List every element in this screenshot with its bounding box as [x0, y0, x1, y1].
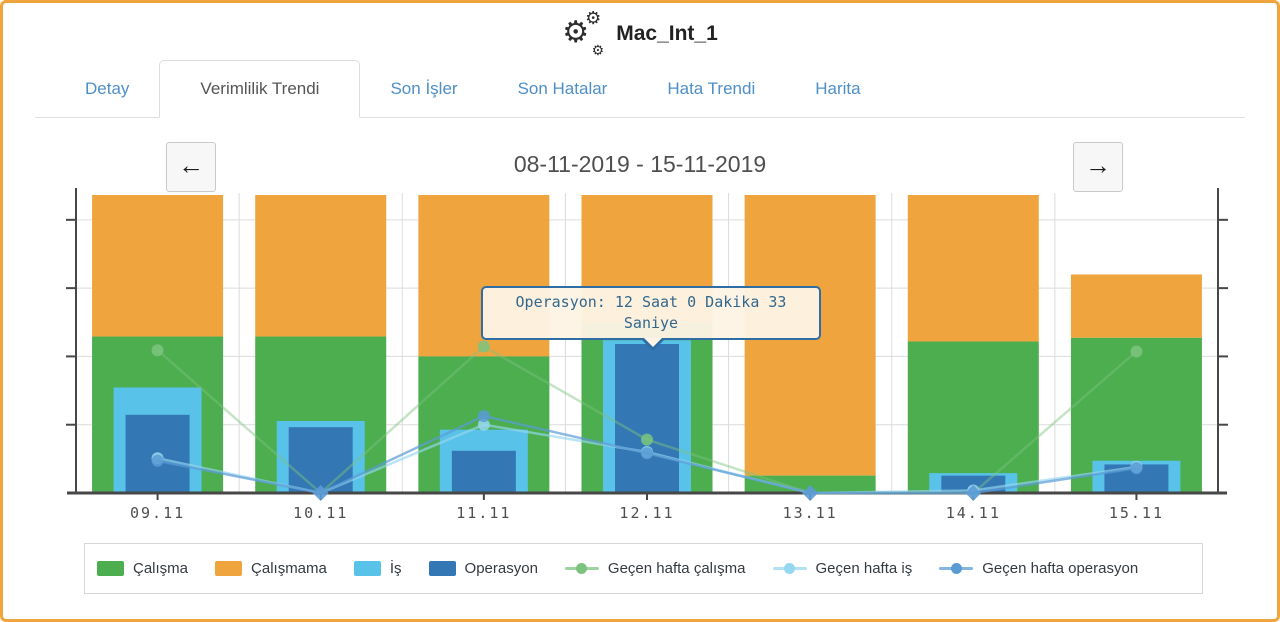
tab-hata-trendi[interactable]: Hata Trendi — [667, 78, 756, 98]
legend-label: İş — [389, 560, 402, 577]
marker-gh_calisma-15.11[interactable] — [1130, 345, 1143, 358]
bar-calisma-13.11[interactable] — [744, 475, 876, 493]
marker-gh_operasyon-15.11[interactable] — [1130, 462, 1143, 475]
marker-gh_is-11.11[interactable] — [477, 418, 490, 431]
marker-gh_calisma-11.11[interactable] — [477, 340, 490, 353]
bar-operasyon-12.11[interactable] — [615, 344, 679, 493]
tab-harita[interactable]: Harita — [815, 78, 861, 98]
gear-small-icon: ⚙ — [585, 8, 602, 28]
tab-detay[interactable]: Detay — [85, 78, 130, 98]
marker-gh_calisma-12.11[interactable] — [641, 433, 653, 446]
legend-item-geçen-hafta-operasyon[interactable]: Geçen hafta operasyon — [939, 560, 1138, 577]
legend-label: Geçen hafta çalışma — [607, 560, 746, 577]
tab-son-i̇şler[interactable]: Son İşler — [390, 78, 458, 98]
arrow-left-icon: ← — [178, 150, 204, 180]
legend-swatch-icon — [353, 561, 381, 576]
x-axis-label-09.11: 09.11 — [130, 504, 185, 522]
x-axis-label-12.11: 12.11 — [619, 504, 674, 522]
legend-item-çalışmama[interactable]: Çalışmama — [215, 560, 327, 577]
bar-calismama-15.11[interactable] — [1070, 274, 1202, 338]
gears-icon: ⚙ ⚙ ⚙ — [562, 8, 605, 58]
legend-label: Operasyon — [464, 560, 538, 577]
next-week-button[interactable]: → — [1073, 142, 1123, 192]
legend-swatch-icon — [428, 561, 456, 576]
bar-calisma-14.11[interactable] — [907, 341, 1039, 493]
legend-item-geçen-hafta-iş[interactable]: Geçen hafta iş — [772, 560, 913, 577]
tab-verimlilik-trendi[interactable]: Verimlilik Trendi — [159, 60, 361, 118]
legend-label: Çalışmama — [251, 560, 327, 577]
x-axis-label-15.11: 15.11 — [1109, 504, 1164, 522]
legend-line-marker-icon — [564, 562, 599, 576]
tab-bar: Detay Verimlilik Trendi Son İşler Son Hatal… — [35, 60, 1245, 118]
bar-calismama-09.11[interactable] — [92, 195, 224, 337]
efficiency-trend-chart: 09.11 10.11 11.11 12.11 13.11 14.11 15.11 — [3, 178, 1277, 538]
legend-label: Çalışma — [133, 560, 189, 577]
marker-gh_operasyon-09.11[interactable] — [151, 454, 164, 467]
legend-item-çalışma[interactable]: Çalışma — [97, 560, 188, 577]
chart-canvas: 09.11 10.11 11.11 12.11 13.11 14.11 15.11 — [66, 178, 1228, 522]
chart-legend: Çalışma Çalışmama İş Operasyon Geçen hafta ç… — [84, 543, 1203, 594]
legend-swatch-icon — [215, 561, 243, 576]
marker-gh_calisma-09.11[interactable] — [151, 344, 164, 357]
marker-diamond-gh_operasyon-14.11[interactable] — [965, 485, 982, 501]
legend-label: Geçen hafta operasyon — [982, 560, 1139, 577]
x-axis-label-13.11: 13.11 — [783, 504, 838, 522]
marker-gh_operasyon-12.11[interactable] — [641, 447, 653, 460]
marker-diamond-gh_operasyon-10.11[interactable] — [312, 485, 329, 501]
gear-big-icon: ⚙ — [562, 16, 590, 49]
bar-calismama-10.11[interactable] — [255, 195, 387, 337]
tooltip-text: Operasyon: 12 Saat 0 Dakika 33 Saniye — [515, 293, 787, 332]
machine-title: Mac_Int_1 — [616, 22, 718, 45]
legend-item-i̇ş[interactable]: İş — [353, 560, 402, 577]
x-axis-label-14.11: 14.11 — [946, 504, 1001, 522]
prev-week-button[interactable]: ← — [166, 142, 216, 192]
x-axis-label-11.11: 11.11 — [456, 504, 511, 522]
tab-son-hatalar[interactable]: Son Hatalar — [517, 78, 608, 98]
legend-item-operasyon[interactable]: Operasyon — [428, 560, 538, 577]
arrow-right-icon: → — [1085, 150, 1111, 180]
legend-line-marker-icon — [939, 562, 974, 576]
legend-swatch-icon — [97, 561, 124, 576]
legend-line-marker-icon — [772, 562, 807, 576]
chart-tooltip: Operasyon: 12 Saat 0 Dakika 33 Saniye — [481, 286, 821, 351]
date-range-title: 08-11-2019 - 15-11-2019 — [513, 151, 767, 177]
bar-operasyon-11.11[interactable] — [451, 450, 516, 493]
legend-label: Geçen hafta iş — [815, 560, 913, 577]
marker-gh_operasyon-11.11[interactable] — [477, 410, 490, 423]
marker-diamond-gh_operasyon-13.11[interactable] — [802, 485, 819, 501]
legend-item-geçen-hafta-çalışma[interactable]: Geçen hafta çalışma — [564, 560, 746, 577]
app-header: ⚙ ⚙ ⚙ Mac_Int_1 — [3, 9, 1277, 59]
bar-calismama-14.11[interactable] — [907, 195, 1039, 342]
x-axis-label-10.11: 10.11 — [293, 504, 348, 522]
gear-tiny-icon: ⚙ — [591, 42, 605, 58]
